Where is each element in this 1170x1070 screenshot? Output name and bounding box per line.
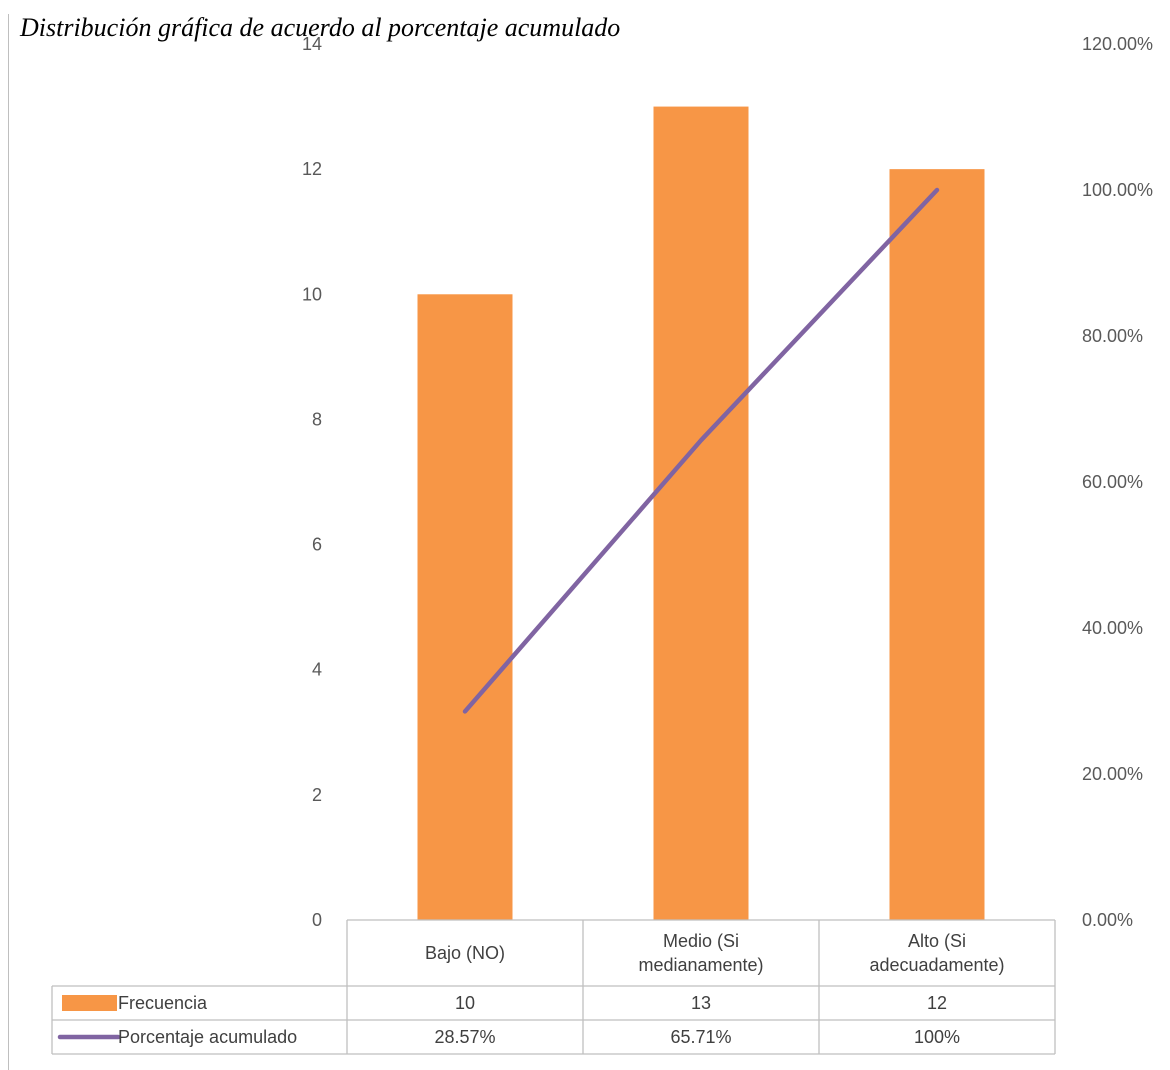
table-value: 28.57% (434, 1027, 495, 1047)
chart-title: Distribución gráfica de acuerdo al porce… (20, 13, 621, 42)
bar (653, 106, 749, 921)
page-border-line (8, 14, 9, 1070)
category-label: Medio (Si (663, 931, 739, 951)
legend-swatch-bar (62, 995, 117, 1011)
right-axis-tick-label: 120.00% (1082, 34, 1153, 54)
left-axis-tick-label: 8 (312, 409, 322, 429)
bar-series (417, 106, 985, 921)
left-axis-tick-label: 10 (302, 284, 322, 304)
right-axis-tick-label: 60.00% (1082, 472, 1143, 492)
left-axis-tick-label: 14 (302, 34, 322, 54)
legend-series-label: Frecuencia (118, 993, 208, 1013)
category-label: medianamente) (638, 955, 763, 975)
table-value: 12 (927, 993, 947, 1013)
right-axis-tick-label: 40.00% (1082, 618, 1143, 638)
line-series (462, 187, 940, 714)
left-axis-tick-label: 0 (312, 910, 322, 930)
right-axis-tick-label: 100.00% (1082, 180, 1153, 200)
right-axis: 0.00% 20.00% 40.00% 60.00% 80.00% 100.00% 120.… (1082, 34, 1153, 930)
left-axis-tick-label: 2 (312, 785, 322, 805)
bar (889, 169, 985, 921)
left-axis-tick-label: 12 (302, 159, 322, 179)
left-axis: 0 2 4 6 8 10 12 14 (302, 34, 322, 930)
right-axis-tick-label: 20.00% (1082, 764, 1143, 784)
category-label: Alto (Si (908, 931, 966, 951)
table-value: 13 (691, 993, 711, 1013)
right-axis-tick-label: 80.00% (1082, 326, 1143, 346)
table-value: 10 (455, 993, 475, 1013)
category-label: Bajo (NO) (425, 943, 505, 963)
left-axis-tick-label: 6 (312, 535, 322, 555)
table-value: 100% (914, 1027, 960, 1047)
left-axis-tick-label: 4 (312, 660, 322, 680)
legend-series-label: Porcentaje acumulado (118, 1027, 297, 1047)
table-value: 65.71% (670, 1027, 731, 1047)
right-axis-tick-label: 0.00% (1082, 910, 1133, 930)
category-label: adecuadamente) (869, 955, 1004, 975)
bar (417, 294, 513, 920)
data-table: Bajo (NO) Medio (Si medianamente) Alto (Si a… (51, 919, 1056, 1055)
